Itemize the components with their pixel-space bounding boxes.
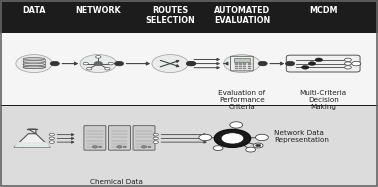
Circle shape (224, 55, 260, 73)
Circle shape (49, 141, 54, 143)
Circle shape (153, 137, 158, 140)
Circle shape (246, 147, 256, 152)
Circle shape (186, 61, 195, 66)
Circle shape (117, 145, 122, 148)
FancyBboxPatch shape (133, 126, 155, 150)
Text: ROUTES
SELECTION: ROUTES SELECTION (145, 6, 195, 25)
FancyBboxPatch shape (235, 66, 238, 67)
FancyBboxPatch shape (231, 56, 253, 71)
Circle shape (148, 146, 151, 148)
Circle shape (213, 146, 223, 151)
Circle shape (199, 134, 212, 141)
Polygon shape (14, 129, 50, 147)
Text: Chemical Data: Chemical Data (90, 179, 143, 185)
Text: MCDM: MCDM (309, 6, 338, 15)
Circle shape (50, 61, 59, 66)
Circle shape (258, 61, 267, 66)
Circle shape (16, 55, 52, 73)
Circle shape (345, 62, 352, 65)
FancyBboxPatch shape (243, 63, 246, 65)
Circle shape (123, 146, 126, 148)
Polygon shape (14, 142, 50, 147)
Circle shape (256, 134, 268, 141)
Circle shape (253, 143, 263, 148)
Circle shape (285, 61, 295, 66)
Text: Network Data
Representation: Network Data Representation (274, 130, 329, 143)
Circle shape (96, 56, 101, 58)
Circle shape (80, 55, 116, 73)
Text: DATA: DATA (22, 6, 46, 15)
Circle shape (49, 133, 54, 136)
Circle shape (214, 129, 251, 147)
Circle shape (345, 58, 352, 62)
Circle shape (92, 145, 98, 148)
Circle shape (230, 122, 243, 128)
Ellipse shape (23, 58, 45, 60)
Ellipse shape (23, 66, 45, 69)
Circle shape (153, 133, 158, 136)
FancyBboxPatch shape (235, 68, 238, 69)
FancyBboxPatch shape (84, 126, 106, 150)
Text: NETWORK: NETWORK (76, 6, 121, 15)
FancyBboxPatch shape (234, 58, 250, 62)
Circle shape (302, 65, 309, 69)
FancyBboxPatch shape (108, 126, 130, 150)
Circle shape (99, 146, 102, 148)
Circle shape (308, 62, 316, 65)
Circle shape (256, 144, 261, 147)
FancyBboxPatch shape (235, 63, 238, 65)
Text: Evaluation of
Performance
Criteria: Evaluation of Performance Criteria (218, 90, 265, 110)
FancyBboxPatch shape (248, 68, 251, 69)
Ellipse shape (23, 66, 45, 69)
Circle shape (315, 58, 322, 62)
Circle shape (141, 145, 147, 148)
FancyBboxPatch shape (239, 63, 242, 65)
Ellipse shape (23, 63, 45, 66)
Circle shape (152, 55, 188, 73)
Circle shape (187, 61, 196, 66)
Circle shape (87, 67, 92, 70)
FancyBboxPatch shape (243, 68, 246, 69)
Text: AUTOMATED
EVALUATION: AUTOMATED EVALUATION (214, 6, 270, 25)
FancyBboxPatch shape (0, 106, 378, 187)
Circle shape (345, 66, 352, 69)
Circle shape (115, 61, 124, 66)
Circle shape (83, 62, 88, 65)
FancyBboxPatch shape (248, 66, 251, 67)
FancyBboxPatch shape (0, 33, 378, 105)
FancyBboxPatch shape (248, 63, 251, 65)
FancyBboxPatch shape (239, 66, 242, 67)
Circle shape (105, 67, 110, 70)
FancyBboxPatch shape (239, 68, 242, 69)
Ellipse shape (23, 60, 45, 63)
Circle shape (108, 62, 113, 65)
Circle shape (352, 61, 361, 66)
Circle shape (221, 133, 244, 144)
FancyBboxPatch shape (243, 66, 246, 67)
Text: Multi-Criteria
Decision
Making: Multi-Criteria Decision Making (300, 90, 347, 110)
Circle shape (49, 137, 54, 140)
Circle shape (94, 62, 102, 66)
FancyBboxPatch shape (0, 0, 378, 33)
Circle shape (153, 141, 158, 143)
FancyBboxPatch shape (287, 55, 360, 72)
